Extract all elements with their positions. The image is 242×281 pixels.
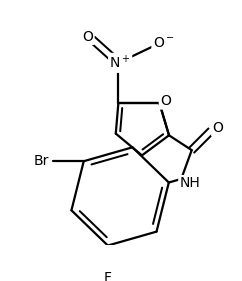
Text: O: O <box>160 94 171 108</box>
Text: F: F <box>104 271 112 281</box>
Text: NH: NH <box>180 176 200 190</box>
Text: O: O <box>212 121 223 135</box>
Text: O$^-$: O$^-$ <box>153 36 175 50</box>
Text: Br: Br <box>33 154 49 168</box>
Text: N$^+$: N$^+$ <box>109 54 131 71</box>
Text: O: O <box>82 30 93 44</box>
